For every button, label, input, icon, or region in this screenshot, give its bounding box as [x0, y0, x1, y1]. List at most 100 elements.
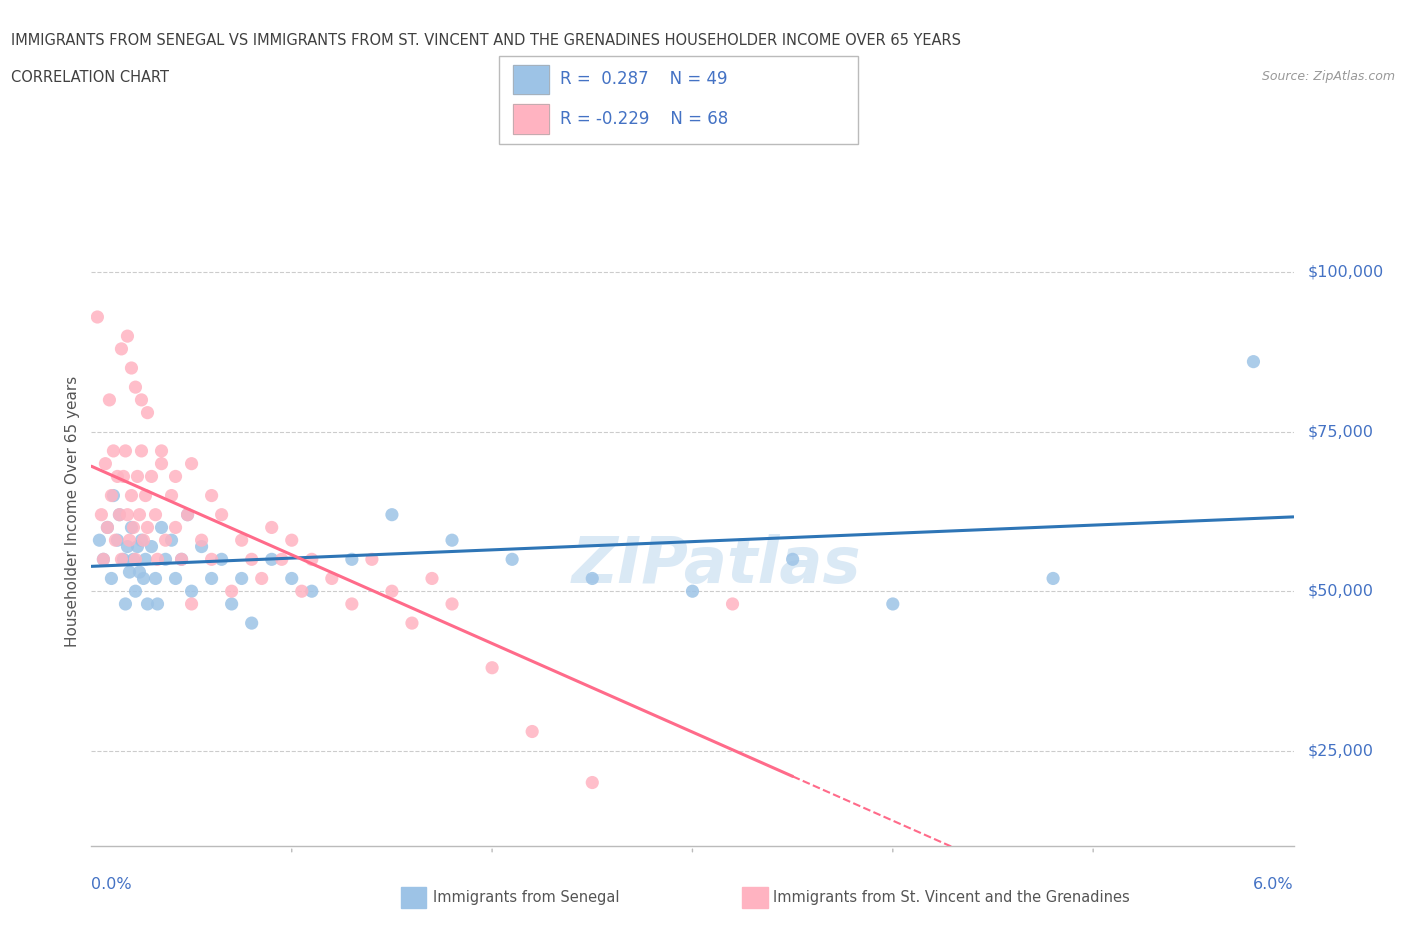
Point — [145, 571, 167, 586]
Text: $75,000: $75,000 — [1308, 424, 1374, 439]
Point — [1243, 354, 1265, 369]
Point — [176, 507, 198, 522]
Point — [176, 507, 198, 522]
Point — [150, 457, 173, 472]
Point — [581, 775, 603, 790]
Point — [155, 533, 177, 548]
Point — [165, 571, 187, 586]
Point — [165, 469, 187, 484]
Point — [108, 507, 131, 522]
Point — [211, 551, 233, 566]
Point — [90, 507, 112, 522]
Point — [190, 539, 212, 554]
Text: $100,000: $100,000 — [1308, 265, 1384, 280]
Point — [180, 596, 202, 611]
Point — [110, 341, 132, 356]
Point — [381, 584, 404, 599]
Point — [170, 551, 193, 566]
Point — [124, 584, 146, 599]
Text: R = -0.229    N = 68: R = -0.229 N = 68 — [560, 110, 728, 128]
Point — [94, 457, 117, 472]
Text: 0.0%: 0.0% — [91, 877, 132, 892]
Point — [240, 616, 263, 631]
Point — [160, 488, 183, 503]
Point — [131, 533, 153, 548]
Point — [160, 533, 183, 548]
Point — [117, 507, 139, 522]
Point — [96, 520, 118, 535]
Point — [165, 520, 187, 535]
Point — [121, 520, 143, 535]
Point — [231, 571, 253, 586]
Point — [122, 551, 145, 566]
Point — [420, 571, 443, 586]
Point — [93, 551, 115, 566]
Point — [100, 488, 122, 503]
Bar — [513, 65, 550, 94]
Point — [321, 571, 343, 586]
Point — [110, 551, 132, 566]
Point — [128, 507, 150, 522]
Point — [481, 660, 503, 675]
Point — [146, 551, 169, 566]
Text: R =  0.287    N = 49: R = 0.287 N = 49 — [560, 70, 727, 88]
Point — [98, 392, 121, 407]
Point — [121, 361, 143, 376]
Point — [114, 444, 136, 458]
Point — [124, 379, 146, 394]
Point — [721, 596, 744, 611]
Point — [134, 488, 156, 503]
Point — [360, 551, 382, 566]
Point — [136, 520, 159, 535]
Text: ZIPatlas: ZIPatlas — [572, 534, 862, 596]
Point — [681, 584, 703, 599]
Point — [132, 571, 155, 586]
Point — [180, 457, 202, 472]
Point — [103, 488, 125, 503]
Point — [107, 469, 129, 484]
Point — [107, 533, 129, 548]
Point — [136, 405, 159, 420]
Point — [104, 533, 127, 548]
Text: $50,000: $50,000 — [1308, 584, 1374, 599]
Point — [118, 533, 141, 548]
Point — [112, 551, 135, 566]
Point — [86, 310, 108, 325]
Point — [118, 565, 141, 579]
Point — [221, 596, 243, 611]
Point — [89, 533, 111, 548]
Text: Immigrants from St. Vincent and the Grenadines: Immigrants from St. Vincent and the Gren… — [773, 890, 1130, 905]
Point — [200, 571, 222, 586]
Bar — [513, 104, 550, 134]
Point — [340, 551, 363, 566]
Point — [280, 571, 302, 586]
Text: $25,000: $25,000 — [1308, 743, 1374, 758]
Point — [122, 520, 145, 535]
Point — [200, 488, 222, 503]
Point — [401, 616, 423, 631]
Point — [146, 596, 169, 611]
Point — [231, 533, 253, 548]
Point — [381, 507, 404, 522]
Point — [211, 507, 233, 522]
Bar — [513, 104, 550, 134]
Point — [150, 444, 173, 458]
Point — [301, 551, 323, 566]
Point — [134, 551, 156, 566]
Point — [128, 565, 150, 579]
Point — [117, 539, 139, 554]
Point — [132, 533, 155, 548]
Point — [782, 551, 804, 566]
Point — [440, 596, 463, 611]
Point — [114, 596, 136, 611]
Point — [112, 469, 135, 484]
Text: IMMIGRANTS FROM SENEGAL VS IMMIGRANTS FROM ST. VINCENT AND THE GRENADINES HOUSEH: IMMIGRANTS FROM SENEGAL VS IMMIGRANTS FR… — [11, 33, 962, 47]
Point — [260, 551, 283, 566]
Point — [131, 444, 153, 458]
Point — [141, 539, 163, 554]
FancyBboxPatch shape — [499, 56, 858, 144]
Point — [141, 469, 163, 484]
Point — [117, 328, 139, 343]
Text: Immigrants from Senegal: Immigrants from Senegal — [433, 890, 620, 905]
Point — [581, 571, 603, 586]
